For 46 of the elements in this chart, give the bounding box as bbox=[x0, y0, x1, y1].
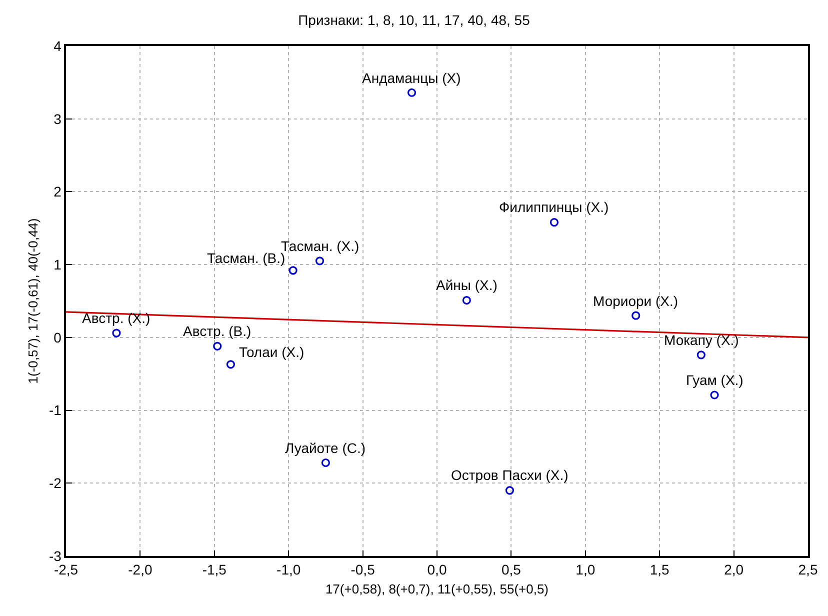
y-tick-label: 0 bbox=[54, 329, 62, 346]
point bbox=[226, 360, 236, 369]
annotation: Айны (X.) bbox=[436, 277, 498, 293]
annotation: Андаманцы (X) bbox=[362, 70, 461, 86]
y-axis-title: 1(-0,57), 17(-0,61), 40(-0,44) bbox=[25, 218, 40, 384]
annotation: Австр. (В.) bbox=[183, 323, 252, 339]
point bbox=[407, 88, 416, 97]
point bbox=[321, 458, 330, 468]
x-tick-label: -2,0 bbox=[128, 562, 152, 578]
point bbox=[505, 486, 514, 495]
x-tick-label: 2,0 bbox=[724, 562, 744, 578]
annotation: Мокапу (X.) bbox=[664, 332, 739, 348]
point bbox=[462, 296, 471, 305]
x-tick-label: 0,5 bbox=[501, 562, 522, 578]
x-tick-label: -2,5 bbox=[54, 562, 78, 578]
x-tick-label: 0,0 bbox=[427, 562, 447, 578]
x-tick-label: 1,0 bbox=[576, 562, 596, 578]
x-tick-label: -1,0 bbox=[276, 562, 301, 578]
annotation: Австр. (X.) bbox=[82, 310, 150, 326]
point bbox=[315, 256, 324, 266]
annotation: Толаи (X.) bbox=[239, 344, 304, 360]
point bbox=[550, 218, 559, 227]
x-tick-label: 2,5 bbox=[798, 562, 818, 578]
x-axis-title: 17(+0,58), 8(+0,7), 11(+0,55), 55(+0,5) bbox=[325, 582, 549, 597]
point bbox=[632, 311, 640, 320]
y-tick-label: -2 bbox=[48, 475, 62, 492]
annotation: Гуам (X.) bbox=[686, 372, 744, 388]
point bbox=[696, 350, 706, 360]
chart-title: Признаки: 1, 8, 10, 11, 17, 40, 48, 55 bbox=[298, 12, 530, 28]
point bbox=[112, 328, 121, 338]
y-tick-label: 4 bbox=[54, 38, 62, 54]
y-tick-label: 1 bbox=[54, 256, 62, 272]
annotation: Луайоте (С.) bbox=[285, 440, 366, 456]
y-tick-label: 2 bbox=[54, 184, 62, 200]
y-tick-label: -3 bbox=[48, 548, 62, 564]
x-tick-label: -0,5 bbox=[350, 562, 376, 578]
annotation: Мориори (X.) bbox=[593, 293, 678, 309]
point bbox=[710, 390, 719, 400]
x-tick-label: 1,5 bbox=[650, 562, 670, 578]
y-tick-label: 3 bbox=[54, 110, 62, 127]
x-tick-label: -1,5 bbox=[202, 562, 227, 578]
y-tick-label: -1 bbox=[48, 402, 62, 418]
annotation: Филиппинцы (X.) bbox=[499, 199, 609, 215]
annotation: Остров Пасхи (X.) bbox=[451, 467, 568, 483]
point bbox=[213, 342, 222, 350]
point bbox=[288, 266, 298, 275]
